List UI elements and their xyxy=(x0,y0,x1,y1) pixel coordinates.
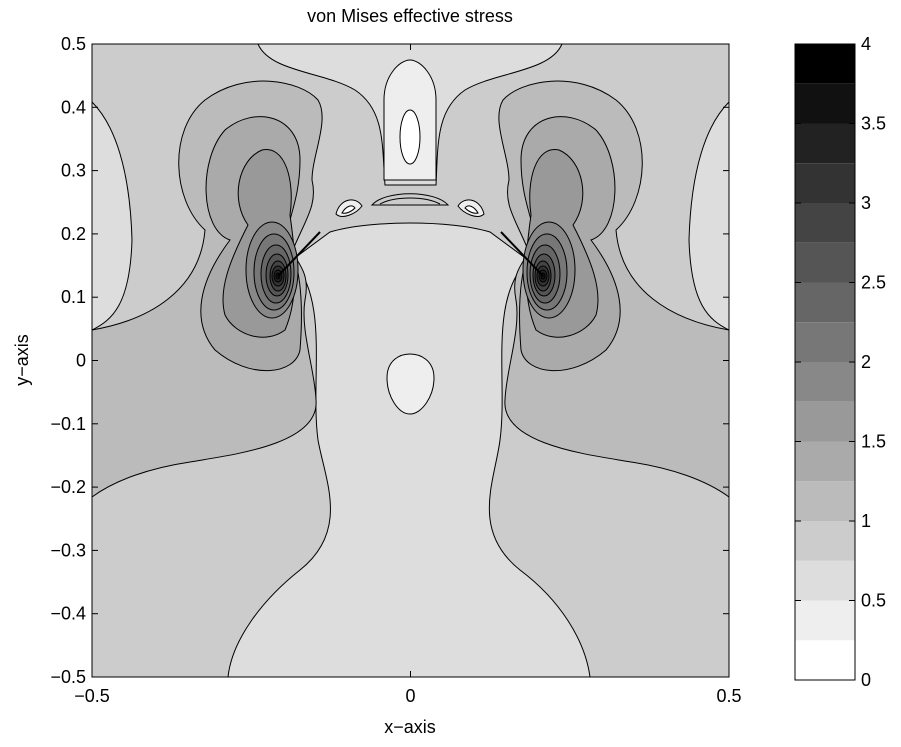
colorbar-band xyxy=(795,163,855,203)
y-axis-ticks: 0.5 0.4 0.3 0.2 0.1 0 −0.1 −0.2 −0.3 −0.4 −0.5 xyxy=(50,34,729,687)
colorbar-band xyxy=(795,521,855,561)
contour-region-center-arc xyxy=(370,193,450,206)
x-tick-label: −0.5 xyxy=(74,686,110,706)
colorbar-band xyxy=(795,322,855,362)
chart-title: von Mises effective stress xyxy=(307,6,513,26)
contour-region-left-notch-inner xyxy=(341,205,356,214)
contour-region-center-low xyxy=(386,353,435,415)
contour-region-left-edge xyxy=(92,101,133,331)
x-tick-label: 0 xyxy=(405,686,415,706)
colorbar-band xyxy=(795,640,855,680)
colorbar-tick-label: 3.5 xyxy=(861,114,886,134)
contour-line-center-arc-inner xyxy=(379,197,441,205)
colorbar-band xyxy=(795,282,855,323)
contour-region-lower-light xyxy=(227,222,591,677)
colorbar-band xyxy=(795,600,855,641)
colorbar-tick-label: 1 xyxy=(861,511,871,531)
colorbar-band xyxy=(795,362,855,402)
contour-plot xyxy=(92,44,729,677)
right-stress-peak xyxy=(500,221,576,319)
y-tick-label: 0.5 xyxy=(61,34,86,54)
x-tick-label: 0.5 xyxy=(716,686,741,706)
colorbar-band xyxy=(795,441,855,482)
y-tick-label: −0.1 xyxy=(50,414,86,434)
colorbar-tick-label: 2.5 xyxy=(861,273,886,293)
colorbar-tick-label: 3 xyxy=(861,193,871,213)
y-tick-label: −0.5 xyxy=(50,667,86,687)
y-tick-label: 0 xyxy=(76,351,86,371)
colorbar-tick-label: 1.5 xyxy=(861,432,886,452)
colorbar-band xyxy=(795,481,855,521)
y-tick-label: 0.3 xyxy=(61,161,86,181)
y-axis-label: y−axis xyxy=(12,334,32,386)
colorbar-band xyxy=(795,123,855,164)
colorbar-tick-label: 2 xyxy=(861,352,871,372)
y-tick-label: −0.2 xyxy=(50,477,86,497)
colorbar-tick-label: 0.5 xyxy=(861,591,886,611)
colorbar-band xyxy=(795,203,855,243)
colorbar-band xyxy=(795,83,855,124)
contour-region-top-lowest xyxy=(399,109,421,165)
x-axis-ticks: −0.5 0 0.5 xyxy=(74,44,742,706)
colorbar-tick-label: 4 xyxy=(861,34,871,54)
colorbar-band xyxy=(795,560,855,601)
y-tick-label: −0.4 xyxy=(50,604,86,624)
y-tick-label: 0.2 xyxy=(61,224,86,244)
y-tick-label: −0.3 xyxy=(50,540,86,560)
y-tick-label: 0.1 xyxy=(61,287,86,307)
colorbar-band xyxy=(795,242,855,283)
left-stress-peak xyxy=(245,221,321,319)
colorbar-ticks: 0 0.5 1 1.5 2 2.5 3 3.5 4 xyxy=(795,34,886,690)
colorbar-band xyxy=(795,401,855,442)
contour-region-right-notch-inner xyxy=(464,205,479,214)
colorbar-tick-label: 0 xyxy=(861,670,871,690)
colorbar-band xyxy=(795,44,855,84)
colorbar xyxy=(795,44,855,680)
contour-region-right-edge xyxy=(688,101,729,331)
y-tick-label: 0.4 xyxy=(61,97,86,117)
x-axis-label: x−axis xyxy=(384,717,436,737)
